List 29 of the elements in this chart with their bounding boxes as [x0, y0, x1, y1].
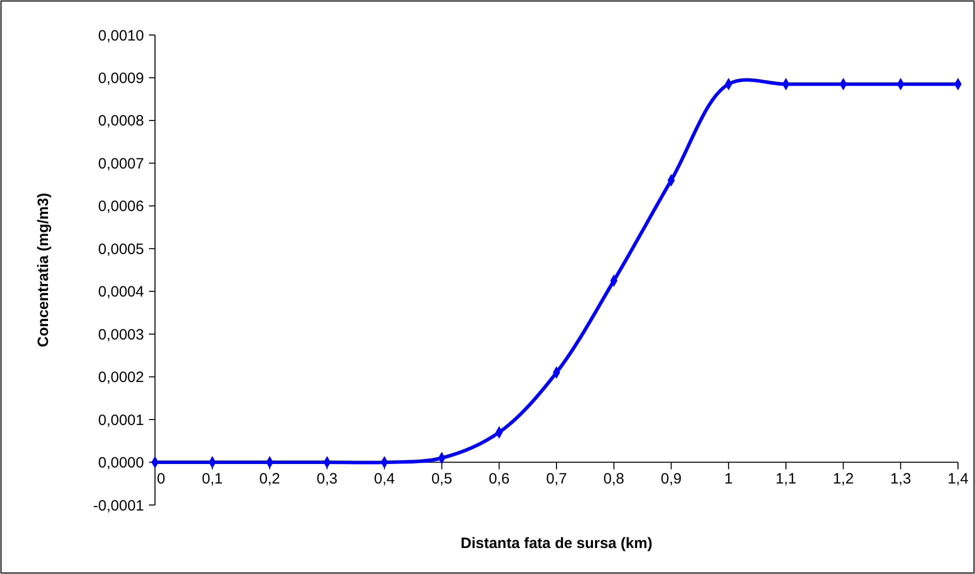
y-tick-label: 0,0010	[98, 27, 144, 44]
x-tick-label: 1,1	[776, 470, 796, 488]
y-tick-label: 0,0006	[98, 198, 144, 216]
x-tick-label: 1,3	[890, 470, 912, 488]
y-tick-label: 0,0000	[98, 454, 144, 472]
x-tick-label: 0,2	[259, 470, 280, 488]
x-tick-label: 0,9	[660, 470, 682, 488]
y-tick-label: 0,0001	[98, 412, 144, 429]
x-tick-label: 0,5	[431, 470, 452, 488]
y-tick-label: 0,0005	[98, 240, 144, 258]
x-tick-label: 0,6	[488, 470, 510, 488]
x-tick-label: 0,1	[202, 470, 223, 488]
x-tick-label: 0,3	[316, 470, 338, 488]
x-tick-label: 0,8	[603, 470, 624, 488]
y-tick-label: -0,0001	[93, 497, 144, 514]
y-tick-label: 0,0009	[98, 70, 144, 87]
x-tick-label: 0,7	[546, 470, 567, 488]
x-axis-title: Distanta fata de sursa (km)	[460, 535, 652, 552]
y-axis-title: Concentratia (mg/m3)	[35, 192, 52, 348]
y-tick-label: 0,0003	[98, 326, 144, 344]
x-tick-label: 1,2	[832, 470, 854, 488]
y-tick-label: 0,0004	[98, 284, 144, 301]
x-tick-label: 0	[156, 470, 166, 488]
y-tick-label: 0,0007	[98, 155, 144, 172]
x-tick-label: 1,4	[948, 470, 968, 488]
x-tick-label: 1	[724, 470, 733, 488]
x-tick-label: 0,4	[374, 470, 395, 488]
y-tick-label: 0,0002	[98, 369, 144, 386]
y-tick-label: 0,0008	[98, 112, 144, 130]
